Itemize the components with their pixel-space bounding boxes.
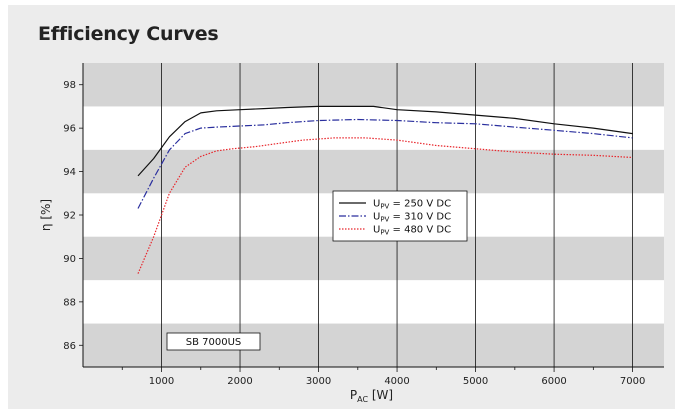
grid-band — [83, 236, 664, 281]
x-tick-label: 7000 — [620, 376, 645, 387]
annotation-box — [166, 332, 261, 351]
legend-entry-2: UPV = 310 V DC — [373, 212, 451, 224]
grid-band — [83, 149, 664, 194]
x-tick-label: 2000 — [227, 376, 252, 387]
y-axis-label: η [%] — [39, 199, 53, 231]
y-tick-label: 90 — [63, 254, 76, 265]
y-tick-label: 98 — [63, 80, 76, 91]
x-axis-label: PAC [W] — [350, 388, 393, 404]
legend-entry-1: UPV = 250 V DC — [373, 199, 451, 211]
x-tick-label: 5000 — [463, 376, 488, 387]
legend-entry-3: UPV = 480 V DC — [373, 225, 451, 237]
series-line-2 — [137, 118, 633, 209]
series-line-1 — [137, 105, 633, 177]
x-tick-label: 4000 — [384, 376, 409, 387]
y-tick-label: 94 — [63, 167, 76, 178]
y-tick-label: 88 — [63, 297, 76, 308]
chart-title: Efficiency Curves — [38, 23, 219, 45]
y-tick-label: 86 — [63, 341, 76, 352]
x-tick-label: 6000 — [541, 376, 566, 387]
annotation-label: SB 7000US — [186, 337, 242, 348]
y-tick-label: 92 — [63, 211, 76, 222]
grid-band — [83, 63, 664, 107]
x-tick-label: 1000 — [149, 376, 174, 387]
x-tick-label: 3000 — [306, 376, 331, 387]
y-tick-label: 96 — [63, 124, 76, 135]
